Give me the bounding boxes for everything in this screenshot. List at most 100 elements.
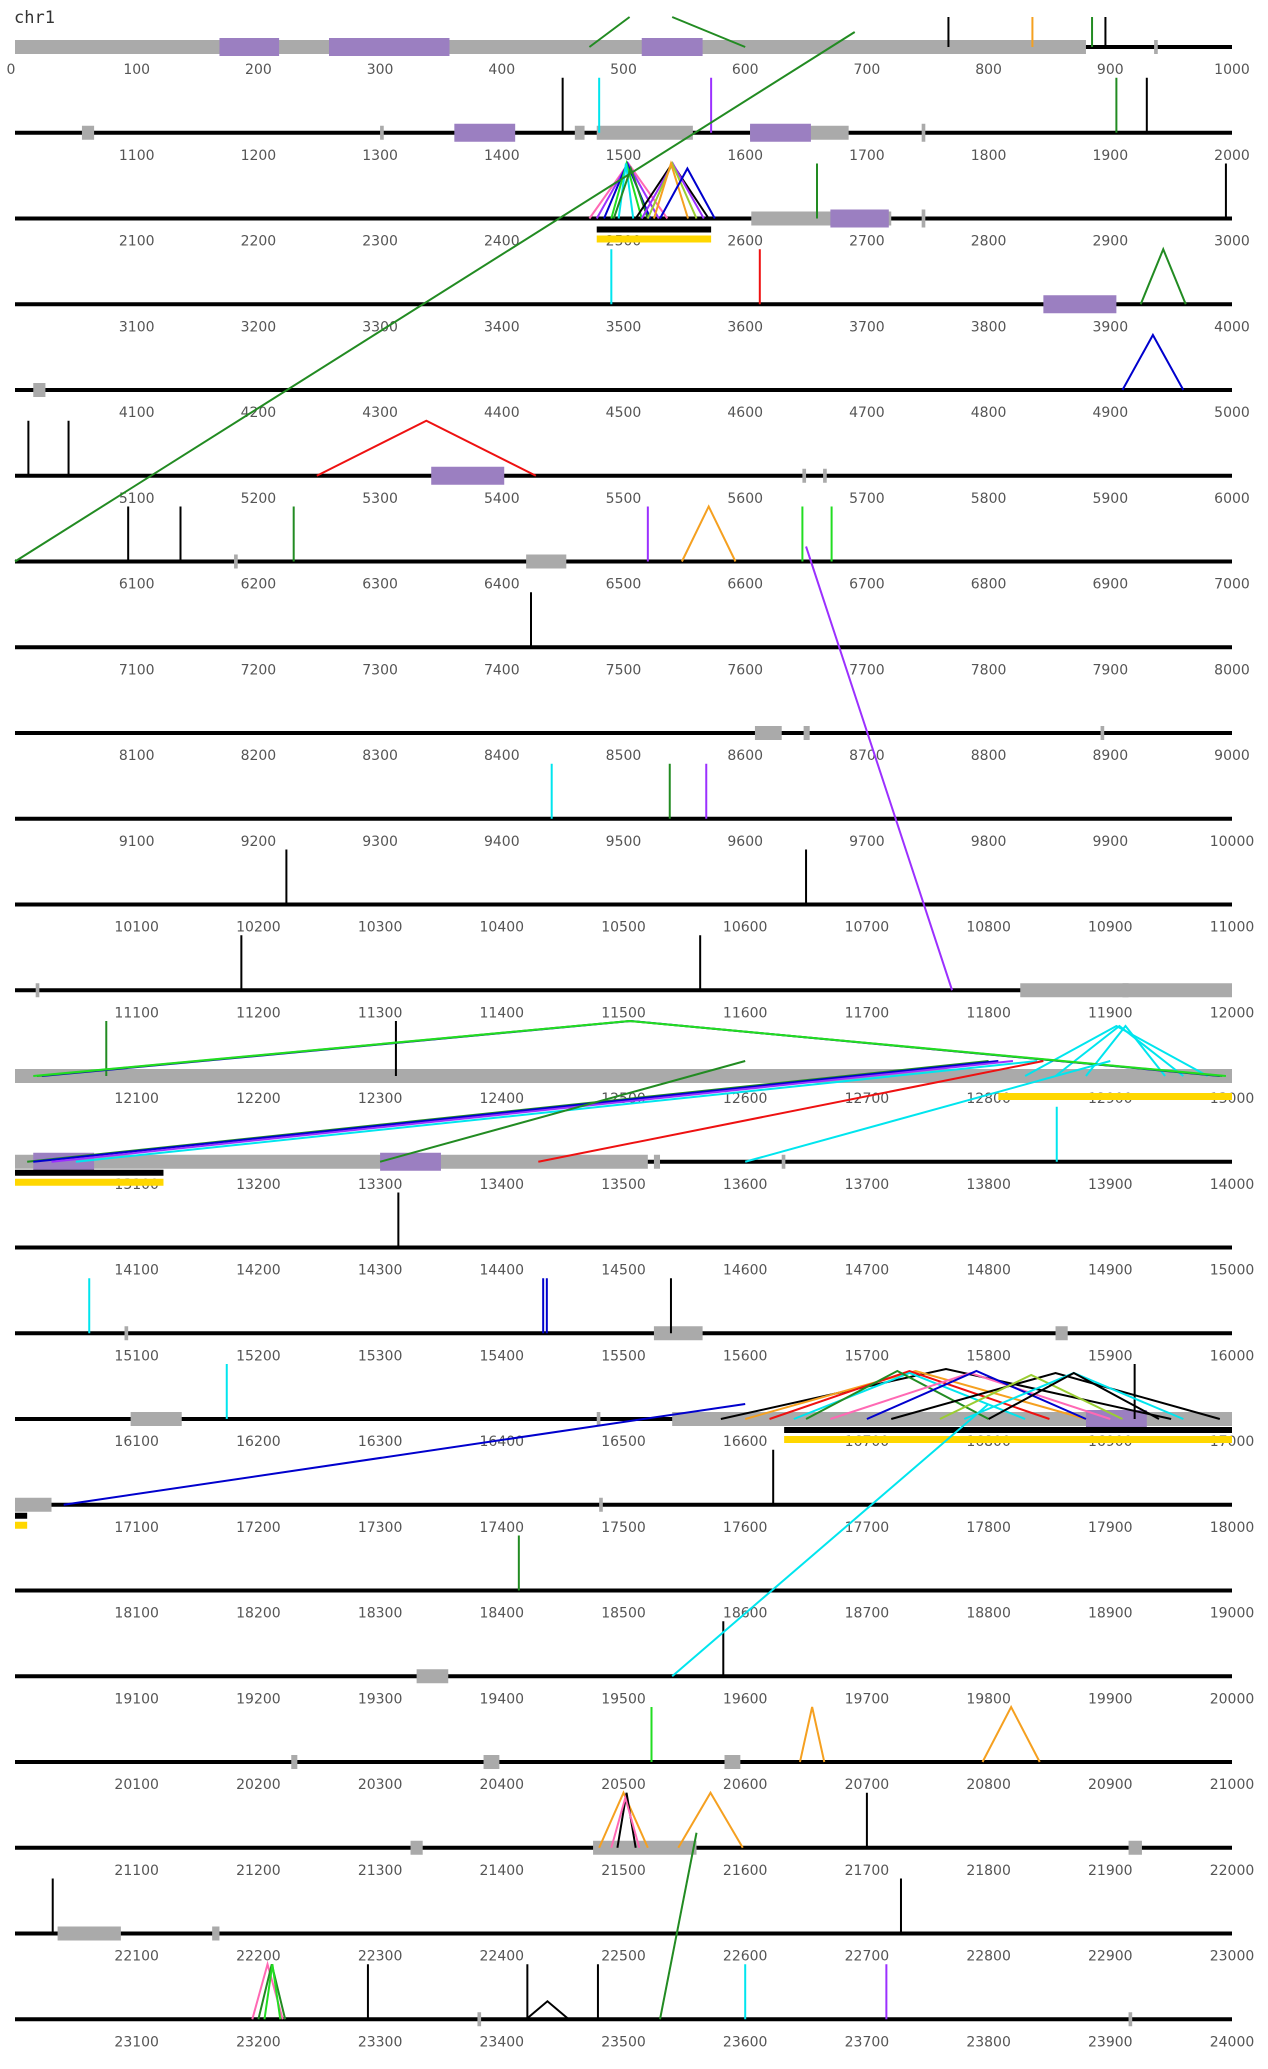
highlight-bar (15, 1521, 28, 1529)
tick-label: 10100 (114, 920, 159, 936)
tick-label: 6900 (1092, 577, 1128, 593)
tick-label: 5900 (1092, 491, 1128, 507)
gene-block (483, 1755, 500, 1769)
tick-label: 21500 (601, 1863, 646, 1879)
tick-label: 13900 (1088, 1177, 1133, 1193)
tick-label: 400 (488, 62, 515, 78)
tick-label: 22300 (358, 1949, 403, 1965)
tick-label: 19400 (480, 1691, 525, 1707)
tick-label: 17200 (236, 1520, 281, 1536)
tick-label: 3100 (119, 319, 155, 335)
tick-label: 100 (123, 62, 150, 78)
tick-label: 5300 (362, 491, 398, 507)
tick-label: 21100 (114, 1863, 159, 1879)
tick-label: 19500 (601, 1691, 646, 1707)
tick-label: 6300 (362, 577, 398, 593)
region-bar (15, 1169, 164, 1176)
gene-block (416, 1669, 449, 1684)
tick-label: 15900 (1088, 1348, 1133, 1364)
tick-label: 200 (245, 62, 272, 78)
tick-label: 22500 (601, 1949, 646, 1965)
tick-label: 13200 (236, 1177, 281, 1193)
tick-label: 7900 (1092, 662, 1128, 678)
tick-label: 5400 (484, 491, 520, 507)
tick-label: 23800 (966, 2034, 1011, 2050)
tick-label: 9500 (606, 834, 642, 850)
tick-label: 12400 (480, 1091, 525, 1107)
tick-label: 11800 (966, 1005, 1011, 1021)
tick-label: 15700 (845, 1348, 890, 1364)
deletion-arc (36, 1019, 1223, 1077)
gene-block (15, 1154, 648, 1169)
tick-label: 7800 (971, 662, 1007, 678)
tick-label: 11900 (1088, 1005, 1133, 1021)
gene-block (57, 1926, 121, 1941)
exon-block (1085, 1410, 1147, 1428)
translocation-link (588, 16, 631, 48)
tick-label: 9800 (971, 834, 1007, 850)
tick-label: 16000 (1210, 1348, 1255, 1364)
tick-label: 14700 (845, 1263, 890, 1279)
translocation-link (379, 1060, 746, 1163)
exon-block (219, 38, 280, 56)
tick-label: 11700 (845, 1005, 890, 1021)
tick-label: 10500 (601, 920, 646, 936)
tick-label: 9700 (849, 834, 885, 850)
gene-block (124, 1326, 129, 1341)
tick-label: 23900 (1088, 2034, 1133, 2050)
tick-label: 13500 (601, 1177, 646, 1193)
deletion-arc (33, 1019, 1227, 1077)
tick-label: 9600 (727, 834, 763, 850)
tick-label: 4400 (484, 405, 520, 421)
highlight-bar (784, 1436, 1232, 1443)
tick-label: 23500 (601, 2034, 646, 2050)
tick-label: 21800 (966, 1863, 1011, 1879)
gene-marker (921, 123, 926, 142)
tick-label: 22600 (723, 1949, 768, 1965)
deletion-arc (263, 1964, 282, 2020)
tick-label: 22100 (114, 1949, 159, 1965)
tick-label: 17600 (723, 1520, 768, 1536)
tick-label: 17500 (601, 1520, 646, 1536)
tick-label: 10400 (480, 920, 525, 936)
deletion-arc (1024, 1024, 1209, 1077)
tick-label: 20800 (966, 1777, 1011, 1793)
deletion-arc (1054, 1024, 1184, 1077)
region-bar (15, 1512, 28, 1519)
gene-block (1055, 1326, 1068, 1341)
exon-block (641, 38, 703, 56)
gene-block (1100, 726, 1105, 740)
tick-label: 9100 (119, 834, 155, 850)
tick-label: 19800 (966, 1691, 1011, 1707)
tick-label: 11000 (1210, 920, 1255, 936)
tick-label: 800 (975, 62, 1002, 78)
tick-label: 9400 (484, 834, 520, 850)
tick-label: 20900 (1088, 1777, 1133, 1793)
tick-label: 23300 (358, 2034, 403, 2050)
tick-label: 11100 (114, 1005, 159, 1021)
deletion-arc (525, 1999, 570, 2021)
tick-label: 14400 (480, 1263, 525, 1279)
tick-label: 16300 (358, 1434, 403, 1450)
tick-label: 4800 (971, 405, 1007, 421)
tick-label: 16200 (236, 1434, 281, 1450)
translocation-link (51, 1060, 1014, 1163)
deletion-arc (1121, 332, 1185, 391)
deletion-arc (939, 1373, 1123, 1420)
tick-label: 300 (367, 62, 394, 78)
tick-label: 24000 (1210, 2034, 1255, 2050)
tick-label: 23000 (1210, 1949, 1255, 1965)
chromosome-label: chr1 (14, 8, 55, 28)
gene-block (724, 1755, 741, 1769)
tick-label: 4100 (119, 405, 155, 421)
tick-label: 2200 (241, 234, 277, 250)
tick-label: 14600 (723, 1263, 768, 1279)
gene-block (291, 1755, 298, 1769)
tick-label: 22800 (966, 1949, 1011, 1965)
tick-label: 8300 (362, 748, 398, 764)
gene-block (15, 1069, 1232, 1083)
gene-block (380, 125, 384, 140)
tick-label: 18100 (114, 1606, 159, 1622)
translocation-link (14, 31, 856, 563)
